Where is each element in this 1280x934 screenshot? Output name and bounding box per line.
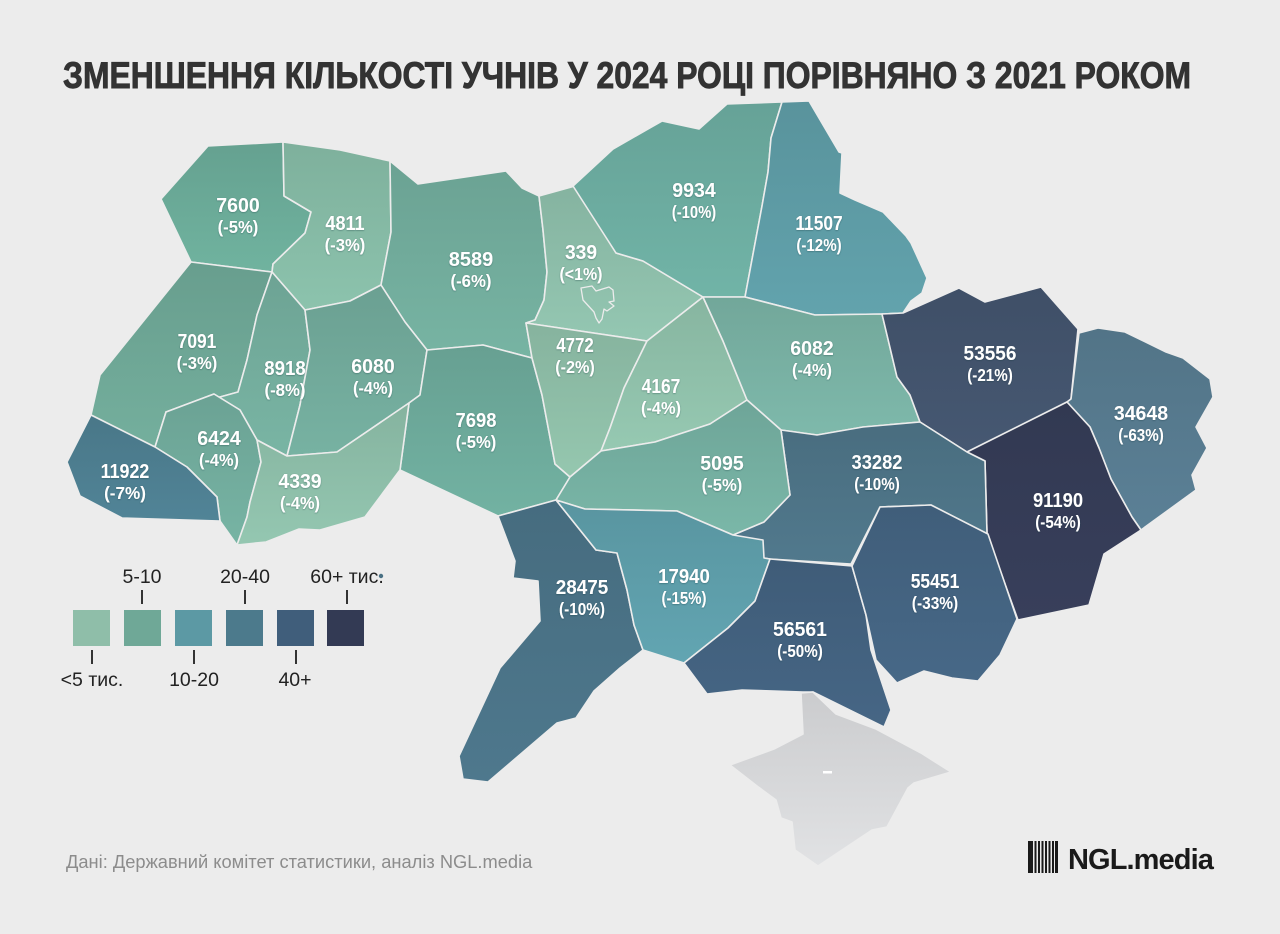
svg-text:(-4%): (-4%) (792, 360, 832, 380)
svg-text:(-7%): (-7%) (104, 483, 146, 503)
svg-text:(-10%): (-10%) (854, 474, 900, 494)
svg-text:56561: 56561 (773, 618, 827, 641)
svg-text:11922: 11922 (101, 460, 150, 483)
svg-text:33282: 33282 (852, 451, 903, 474)
svg-text:(-8%): (-8%) (265, 380, 306, 400)
svg-text:(-5%): (-5%) (702, 475, 743, 495)
svg-text:(-4%): (-4%) (641, 398, 681, 418)
svg-text:(<1%): (<1%) (560, 264, 603, 284)
svg-text:7600: 7600 (216, 194, 259, 217)
svg-text:(-21%): (-21%) (967, 365, 1013, 385)
svg-text:8918: 8918 (264, 357, 305, 380)
svg-text:(-10%): (-10%) (672, 202, 717, 222)
svg-text:55451: 55451 (911, 570, 960, 593)
svg-text:(-5%): (-5%) (456, 432, 497, 452)
svg-text:53556: 53556 (964, 342, 1017, 365)
svg-text:5095: 5095 (700, 452, 743, 475)
svg-text:6080: 6080 (351, 355, 394, 378)
svg-text:34648: 34648 (1114, 402, 1168, 425)
svg-text:(-54%): (-54%) (1035, 512, 1081, 532)
svg-text:4339: 4339 (278, 470, 321, 493)
svg-text:(-12%): (-12%) (796, 235, 841, 255)
svg-text:4772: 4772 (556, 334, 594, 357)
svg-text:4811: 4811 (325, 212, 364, 235)
svg-text:11507: 11507 (795, 212, 842, 235)
svg-text:4167: 4167 (642, 375, 681, 398)
svg-text:(-4%): (-4%) (353, 378, 393, 398)
svg-text:6082: 6082 (790, 337, 833, 360)
svg-text:(-10%): (-10%) (559, 599, 605, 619)
svg-text:(-4%): (-4%) (199, 450, 239, 470)
svg-text:17940: 17940 (658, 565, 710, 588)
svg-text:(-3%): (-3%) (325, 235, 366, 255)
svg-text:339: 339 (565, 241, 597, 264)
svg-text:(-3%): (-3%) (177, 353, 218, 373)
svg-text:7091: 7091 (178, 330, 217, 353)
svg-text:(-33%): (-33%) (912, 593, 958, 613)
svg-text:7698: 7698 (456, 409, 497, 432)
svg-text:6424: 6424 (197, 427, 241, 450)
svg-text:(-5%): (-5%) (218, 217, 259, 237)
svg-text:28475: 28475 (556, 576, 609, 599)
svg-text:(-50%): (-50%) (777, 641, 823, 661)
svg-text:8589: 8589 (449, 248, 494, 271)
svg-text:(-2%): (-2%) (555, 357, 595, 377)
svg-text:(-4%): (-4%) (280, 493, 320, 513)
svg-text:9934: 9934 (672, 179, 716, 202)
svg-text:(-63%): (-63%) (1118, 425, 1164, 445)
svg-text:(-6%): (-6%) (451, 271, 492, 291)
svg-text:(-15%): (-15%) (662, 588, 707, 608)
svg-text:91190: 91190 (1033, 489, 1083, 512)
